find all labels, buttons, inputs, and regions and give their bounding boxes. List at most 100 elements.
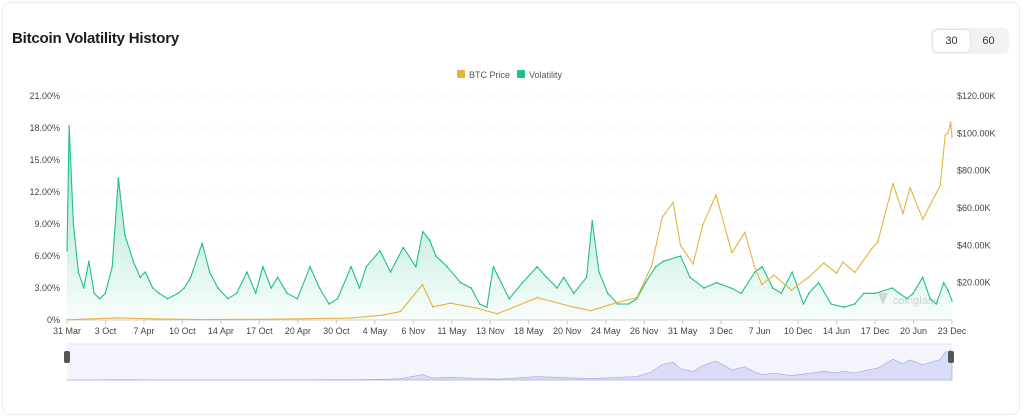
volatility-point: [93, 292, 95, 295]
x-tick-label: 20 Nov: [553, 326, 582, 336]
legend-swatch-btc-price: [457, 70, 465, 78]
y-left-tick-label: 15.00%: [29, 155, 60, 165]
btc-price-point: [349, 317, 352, 319]
volatility-point: [402, 246, 405, 249]
volatility-point: [66, 249, 68, 252]
volatility-point: [428, 239, 431, 241]
btc-price-point: [870, 248, 873, 250]
volatility-point: [585, 276, 588, 279]
btc-price-point: [761, 283, 763, 286]
btc-price-point: [201, 318, 203, 321]
y-left-tick-label: 3.00%: [34, 283, 60, 293]
volatility-point: [124, 233, 126, 236]
volatility-point: [627, 303, 630, 305]
x-tick-label: 24 May: [591, 326, 621, 336]
legend-label-btc-price: BTC Price: [469, 70, 510, 80]
btc-price-point: [949, 125, 951, 127]
btc-price-point: [921, 218, 924, 220]
x-tick-label: 31 Mar: [53, 326, 81, 336]
volatility-point: [296, 297, 299, 300]
volatility-point: [286, 292, 288, 295]
chart-title: Bitcoin Volatility History: [12, 30, 180, 47]
volatility-point: [389, 271, 392, 273]
volatility-point: [88, 260, 90, 263]
y-right-tick-label: $40.00K: [957, 240, 991, 250]
y-right-tick-label: $80.00K: [957, 166, 991, 176]
volatility-point: [72, 223, 75, 225]
volatility-point: [262, 265, 264, 268]
y-left-tick-label: 18.00%: [29, 123, 60, 133]
btc-price-point: [939, 184, 941, 187]
btc-price-point: [944, 134, 946, 136]
volatility-point: [606, 292, 609, 295]
volatility-point: [189, 276, 192, 279]
btc-price-point: [590, 309, 592, 312]
volatility-point: [183, 287, 186, 289]
volatility-point: [270, 287, 273, 289]
legend-swatch-volatility: [517, 70, 525, 78]
btc-price-point: [636, 296, 638, 299]
volatility-point: [254, 292, 257, 295]
x-tick-label: 20 Apr: [285, 326, 311, 336]
btc-price-point: [877, 240, 879, 243]
x-tick-label: 10 Oct: [169, 326, 196, 336]
x-tick-label: 6 Nov: [402, 326, 426, 336]
volatility-point: [679, 255, 682, 257]
x-tick-label: 17 Dec: [861, 326, 890, 336]
y-left-tick-label: 12.00%: [29, 187, 60, 197]
x-tick-label: 14 Apr: [208, 326, 234, 336]
volatility-point: [104, 292, 107, 295]
volatility-point: [573, 292, 575, 295]
btc-price-point: [572, 306, 574, 308]
volatility-point: [556, 287, 558, 289]
range-navigator[interactable]: [64, 343, 954, 381]
navigator-area: [66, 349, 953, 381]
volatility-point: [598, 271, 600, 273]
volatility-point: [497, 276, 500, 279]
period-30-button[interactable]: 30: [933, 30, 970, 52]
btc-price-point: [947, 132, 949, 135]
volatility-point: [802, 303, 805, 305]
btc-price-point: [753, 265, 755, 267]
volatility-point: [942, 281, 945, 284]
btc-price-point: [536, 296, 539, 299]
volatility-point: [808, 292, 810, 295]
btc-price-point: [449, 302, 452, 305]
x-tick-label: 7 Jun: [749, 326, 771, 336]
btc-price-point: [892, 182, 894, 185]
watermark-text: coinglass: [893, 295, 939, 307]
x-tick-label: 7 Apr: [133, 326, 154, 336]
volatility-point: [276, 276, 279, 279]
volatility-point: [644, 281, 647, 284]
volatility-point: [151, 287, 154, 289]
volatility-point: [740, 292, 742, 295]
btc-price-point: [380, 314, 383, 317]
volatility-point: [562, 276, 565, 279]
btc-price-point: [421, 283, 424, 286]
period-60-button[interactable]: 60: [982, 35, 995, 47]
right-axis: $20.00K $40.00K $60.00K $80.00K $100.00K $120…: [957, 91, 996, 288]
btc-price-point: [154, 318, 156, 320]
volatility-point: [379, 249, 381, 252]
volatility-point: [730, 287, 732, 289]
btc-price-point: [909, 186, 911, 189]
x-tick-label: 18 May: [514, 326, 544, 336]
btc-price-point: [854, 271, 856, 274]
volatility-point: [336, 297, 339, 300]
volatility-point: [591, 220, 593, 222]
navigator-left-handle[interactable]: [64, 351, 70, 363]
volatility-area: [67, 125, 952, 321]
watermark: coinglass: [878, 293, 939, 307]
volatility-point: [906, 297, 908, 300]
volatility-point: [662, 260, 664, 263]
btc-price-point: [496, 313, 499, 315]
btc-price-point: [731, 252, 733, 254]
btc-price-point: [273, 318, 276, 321]
btc-price-point: [715, 194, 717, 196]
volatility-point: [830, 303, 832, 305]
btc-price-line: [66, 121, 953, 321]
volatility-point: [912, 292, 914, 295]
btc-price-point: [650, 265, 653, 267]
navigator-right-handle[interactable]: [948, 351, 954, 363]
volatility-point: [158, 292, 160, 295]
